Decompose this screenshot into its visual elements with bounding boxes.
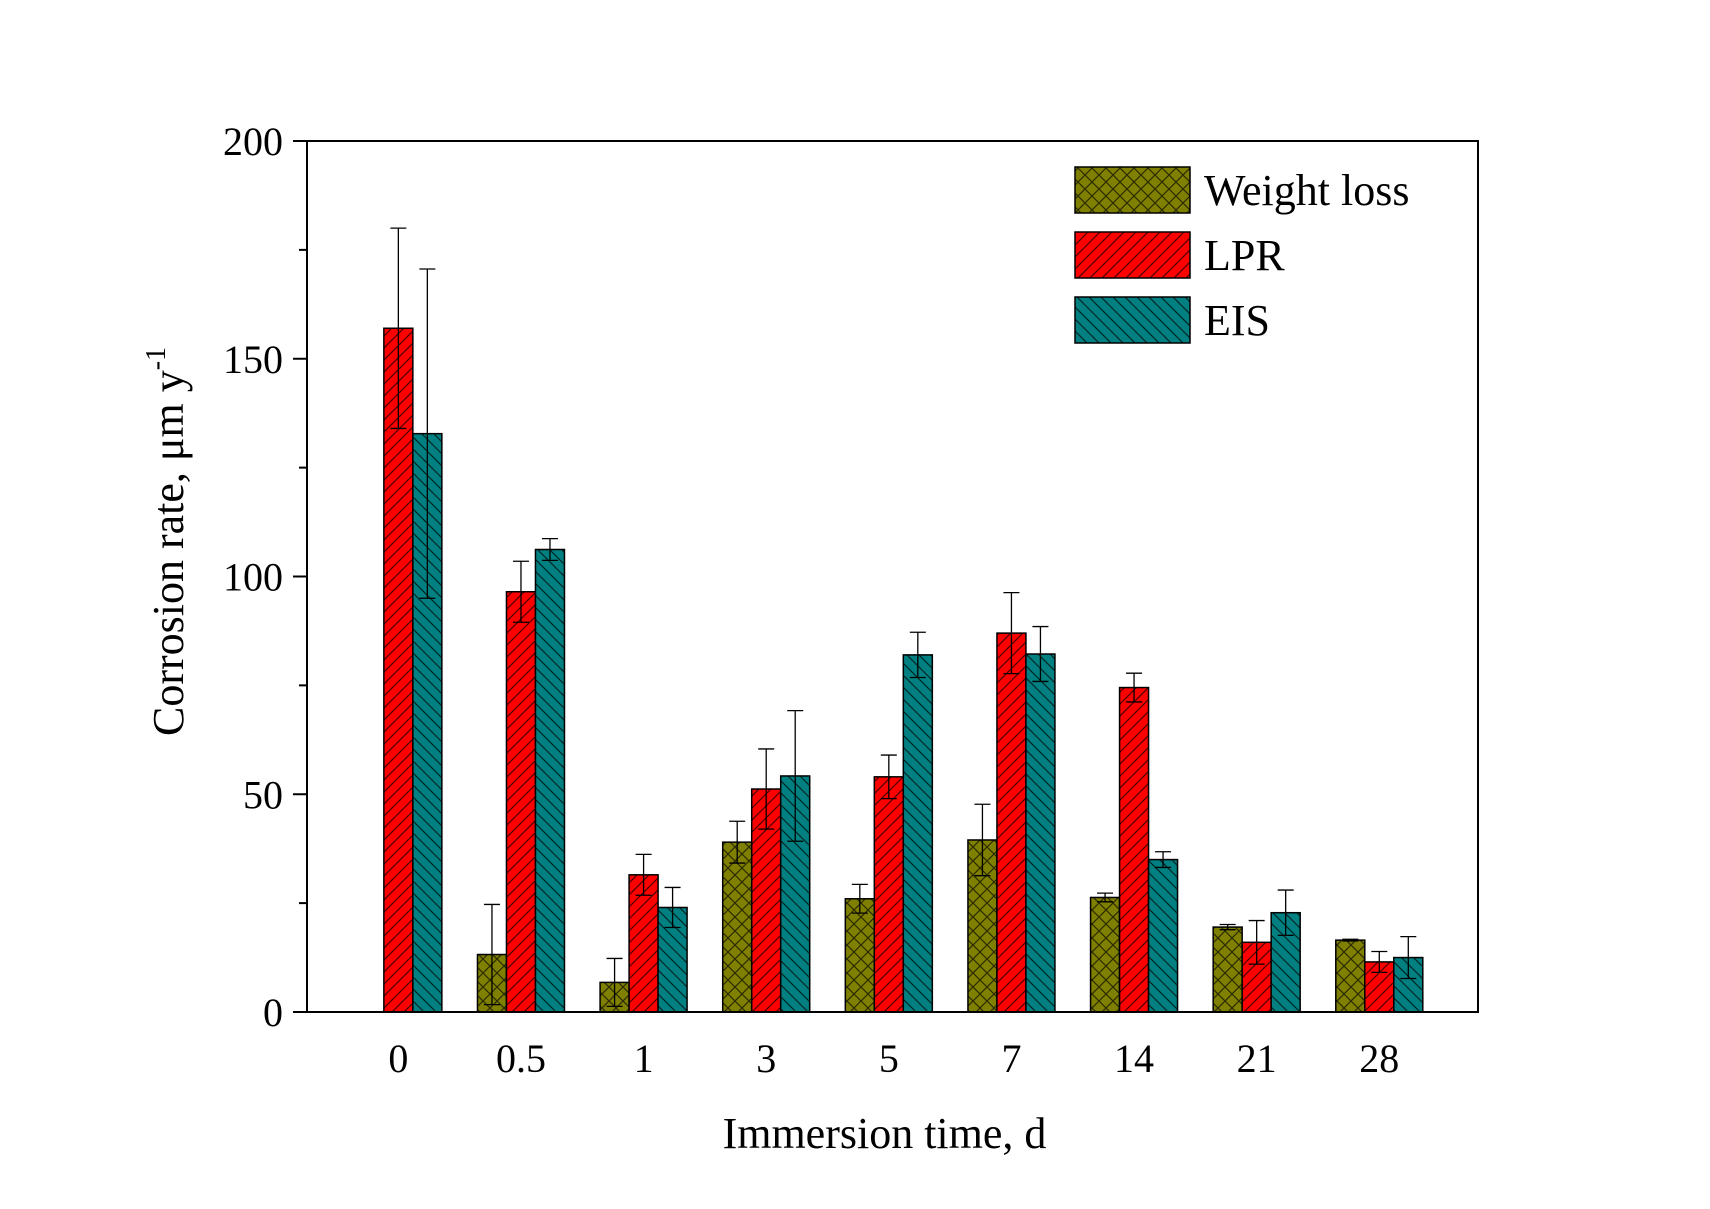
y-tick-label: 200 <box>223 119 283 164</box>
bar-lpr <box>996 632 1027 1013</box>
y-axis-label: Corrosion rate, μm y-1 <box>141 347 193 736</box>
bar-eis <box>1147 858 1179 1013</box>
bar-weight-loss <box>1212 926 1243 1013</box>
bar-weight-loss <box>844 898 876 1013</box>
error-bar <box>419 268 436 599</box>
error-bar <box>1371 950 1388 974</box>
bar-eis <box>1393 956 1424 1013</box>
bar-eis <box>534 548 566 1013</box>
x-tick-label: 3 <box>756 1036 776 1081</box>
legend: Weight loss LPR EIS <box>1074 166 1409 345</box>
bar-eis <box>902 654 934 1013</box>
error-bar <box>1003 591 1020 675</box>
legend-swatch <box>1074 231 1191 279</box>
legend-label: EIS <box>1204 296 1270 345</box>
error-bars <box>390 227 1417 1007</box>
bar-weight-loss <box>721 841 753 1013</box>
bar-eis <box>1025 653 1056 1013</box>
error-bar <box>1126 672 1143 703</box>
x-tick-label: 1 <box>634 1036 654 1081</box>
legend-swatch <box>1074 166 1191 214</box>
error-bar <box>880 754 897 800</box>
error-bar <box>974 803 991 877</box>
y-axis-label-superscript: -1 <box>141 347 172 370</box>
y-tick-label: 50 <box>243 772 283 817</box>
y-tick-label: 0 <box>263 990 283 1035</box>
legend-item: Weight loss <box>1074 166 1409 215</box>
x-tick-label: 0 <box>388 1036 408 1081</box>
x-tick-label: 7 <box>1001 1036 1021 1081</box>
bar-lpr <box>1118 686 1150 1013</box>
error-bar <box>483 903 500 1006</box>
error-bar <box>664 886 681 929</box>
legend-item: LPR <box>1074 231 1285 280</box>
legend-item: EIS <box>1074 296 1270 345</box>
bar-lpr <box>873 776 905 1013</box>
bar-weight-loss <box>1335 939 1366 1013</box>
error-bar <box>1248 919 1265 965</box>
x-tick-label: 0.5 <box>496 1036 546 1081</box>
legend-label: LPR <box>1204 231 1285 280</box>
error-bar <box>1097 892 1114 903</box>
error-bar <box>851 883 868 914</box>
bar-weight-loss <box>1089 896 1121 1013</box>
error-bar <box>606 957 623 1007</box>
error-bar <box>1155 851 1172 869</box>
legend-swatch <box>1074 296 1191 344</box>
error-bar <box>541 537 558 562</box>
plot-area-frame <box>306 140 1479 1013</box>
error-bar <box>1219 923 1236 931</box>
error-bar <box>1032 625 1049 683</box>
error-bar <box>787 709 804 842</box>
x-tick-label: 5 <box>879 1036 899 1081</box>
error-bar <box>729 820 746 864</box>
y-tick-label: 100 <box>223 555 283 600</box>
bars <box>383 327 1424 1013</box>
error-bar <box>909 631 926 679</box>
tick-labels: 0 50 100 150 200 0 0.5 1 3 5 7 14 21 28 <box>223 119 1399 1081</box>
error-bar <box>758 748 775 830</box>
x-tick-label: 14 <box>1114 1036 1154 1081</box>
y-tick-label: 150 <box>223 337 283 382</box>
x-axis-label: Immersion time, d <box>723 1109 1047 1158</box>
error-bar <box>390 227 407 430</box>
error-bar <box>1342 938 1359 942</box>
axis-ticks <box>293 140 307 1013</box>
error-bar <box>635 853 652 896</box>
y-axis-label-main: Corrosion rate, μm y <box>144 370 193 736</box>
legend-label: Weight loss <box>1204 166 1409 215</box>
error-bar <box>1277 889 1294 937</box>
error-bar <box>1400 936 1417 980</box>
error-bar <box>512 560 529 623</box>
bar-lpr <box>505 590 537 1013</box>
x-tick-label: 21 <box>1237 1036 1277 1081</box>
x-tick-label: 28 <box>1359 1036 1399 1081</box>
bar-lpr <box>383 327 414 1013</box>
